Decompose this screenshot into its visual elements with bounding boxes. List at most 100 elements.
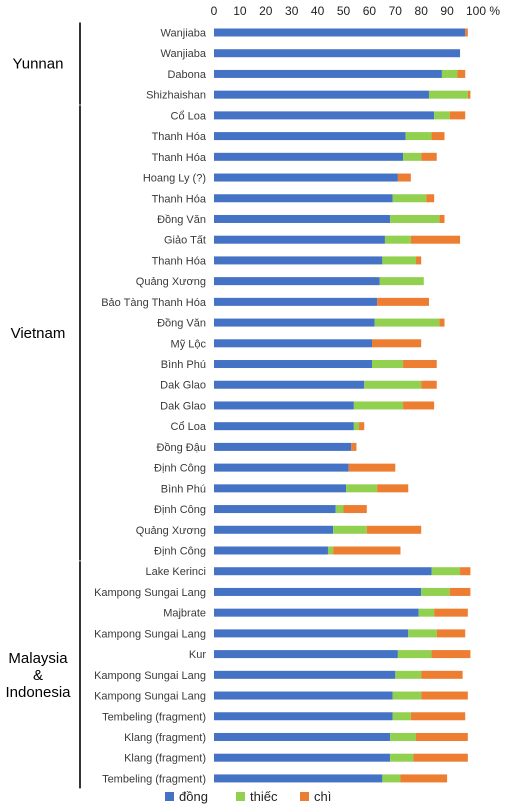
- bar-segment-thiếc: [405, 132, 432, 141]
- category-label: Tembeling (fragment): [102, 711, 206, 723]
- x-tick-label: 10: [233, 4, 247, 18]
- bar-segment-chì: [439, 318, 445, 327]
- bar-segment-thiếc: [441, 69, 458, 78]
- category-label: Wanjiaba: [161, 48, 207, 60]
- bar-segment-chì: [333, 546, 401, 555]
- bar-segment-đồng: [214, 318, 375, 327]
- bar-segment-chì: [449, 111, 466, 120]
- bar-segment-thiếc: [382, 774, 401, 783]
- category-label: Định Công: [154, 463, 206, 475]
- bar-segment-đồng: [214, 753, 391, 762]
- bar-segment-chì: [434, 608, 468, 617]
- bar-segment-chì: [436, 629, 466, 638]
- bar-segment-thiếc: [353, 422, 360, 431]
- x-tick-label: 70: [389, 4, 403, 18]
- bar-segment-đồng: [214, 629, 409, 638]
- bar-segment-đồng: [214, 28, 466, 37]
- category-label: Lake Kerinci: [145, 566, 206, 578]
- category-label: Đồng Văn: [157, 214, 206, 226]
- bar-segment-chì: [410, 235, 461, 244]
- bar-segment-đồng: [214, 380, 365, 389]
- bar-segment-đồng: [214, 442, 352, 451]
- group-label: Vietnam: [11, 325, 66, 342]
- bar-segment-chì: [449, 587, 471, 596]
- bar-segment-đồng: [214, 463, 349, 472]
- category-label: Kampong Sungai Lang: [94, 587, 206, 599]
- x-tick-label: 60: [363, 4, 377, 18]
- category-label: Dak Glao: [160, 400, 206, 412]
- category-label: Thanh Hóa: [152, 131, 207, 143]
- bar-segment-đồng: [214, 650, 398, 659]
- bar-segment-thiếc: [431, 567, 461, 576]
- bar-segment-thiếc: [418, 608, 435, 617]
- bar-segment-thiếc: [397, 650, 432, 659]
- category-label: Wanjiaba: [161, 28, 207, 40]
- bar-segment-đồng: [214, 69, 442, 78]
- bar-segment-đồng: [214, 691, 393, 700]
- x-tick-label: 80: [415, 4, 429, 18]
- bar-segment-đồng: [214, 277, 380, 286]
- bar-segment-chì: [431, 132, 445, 141]
- category-label: Bình Phú: [161, 483, 206, 495]
- bar-segment-chì: [421, 691, 468, 700]
- category-label: Định Công: [154, 546, 206, 558]
- category-label: Cổ Loa: [171, 421, 207, 433]
- bar-segment-thiếc: [390, 753, 414, 762]
- bar-segment-thiếc: [327, 546, 334, 555]
- legend-swatch-đồng: [165, 792, 174, 801]
- bar-segment-đồng: [214, 732, 391, 741]
- category-label: Dak Glao: [160, 380, 206, 392]
- category-label: Giảo Tất: [164, 235, 206, 247]
- bar-segment-thiếc: [403, 152, 422, 161]
- bar-segment-đồng: [214, 484, 347, 493]
- category-label: Mỹ Lộc: [171, 338, 207, 350]
- x-tick-label: 40: [311, 4, 325, 18]
- bar-segment-chì: [416, 732, 468, 741]
- bar-segment-chì: [366, 525, 422, 534]
- bar-segment-chì: [359, 422, 365, 431]
- bar-segment-đồng: [214, 422, 354, 431]
- category-label: Đồng Đậu: [156, 442, 206, 454]
- bar-segment-thiếc: [384, 235, 411, 244]
- bar-segment-chì: [397, 173, 411, 182]
- legend-label: thiếc: [250, 789, 278, 804]
- bars: [214, 28, 471, 783]
- bar-segment-thiếc: [428, 90, 468, 99]
- x-tick-label: 30: [285, 4, 299, 18]
- bar-segment-thiếc: [333, 525, 367, 534]
- bar-segment-đồng: [214, 214, 391, 223]
- category-label: Định Công: [154, 504, 206, 516]
- category-label: Cổ Loa: [171, 110, 207, 122]
- bar-segment-chì: [421, 152, 437, 161]
- bar-segment-chì: [465, 28, 468, 37]
- bar-segment-đồng: [214, 173, 398, 182]
- x-axis-tick-labels: 0 10 20 30 40 50 60 70 80 90 100 %: [211, 4, 501, 18]
- bar-segment-chì: [351, 442, 357, 451]
- bar-segment-thiếc: [395, 670, 422, 679]
- bar-segment-chì: [413, 753, 468, 762]
- bar-segment-đồng: [214, 339, 372, 348]
- bar-segment-đồng: [214, 525, 334, 534]
- category-label: Quảng Xương: [136, 525, 206, 537]
- bar-segment-thiếc: [335, 505, 344, 514]
- bar-segment-chì: [457, 69, 466, 78]
- bar-segment-chì: [426, 194, 435, 203]
- y-axis-category-labels: Wanjiaba Wanjiaba Dabona Shizhaishan Cổ Loa T…: [94, 28, 207, 786]
- legend-label: đồng: [179, 789, 208, 804]
- category-label: Kampong Sungai Lang: [94, 691, 206, 703]
- bar-segment-đồng: [214, 360, 372, 369]
- bar-segment-thiếc: [392, 712, 411, 721]
- bar-segment-chì: [377, 484, 409, 493]
- bar-segment-chì: [403, 360, 437, 369]
- bar-segment-thiếc: [390, 214, 440, 223]
- category-label: Tembeling (fragment): [102, 773, 206, 785]
- bar-segment-đồng: [214, 132, 406, 141]
- bar-segment-thiếc: [421, 587, 450, 596]
- category-label: Quảng Xương: [136, 276, 206, 288]
- bar-segment-chì: [439, 214, 445, 223]
- bar-segment-đồng: [214, 194, 393, 203]
- bar-segment-đồng: [214, 297, 378, 306]
- legend-label: chì: [314, 789, 331, 804]
- legend-swatch-thiếc: [236, 792, 245, 801]
